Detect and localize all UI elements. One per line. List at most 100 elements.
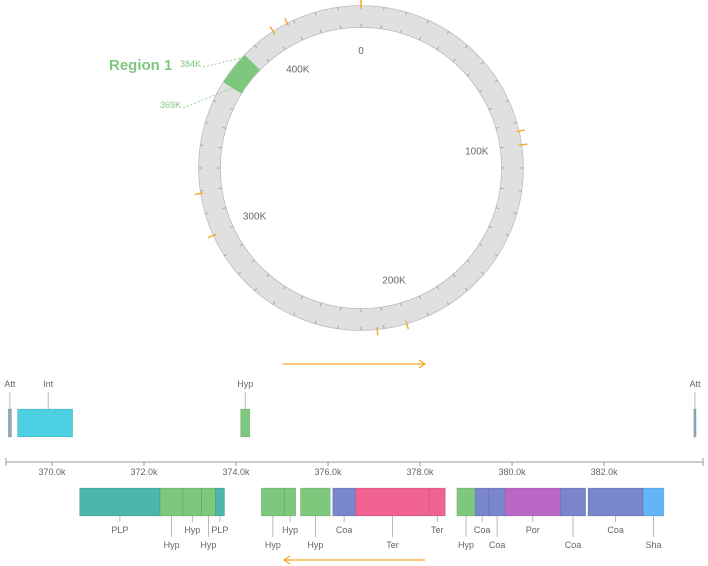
forward-strand-arrow bbox=[283, 359, 427, 369]
ring-minor-tick bbox=[464, 44, 468, 49]
ring-minor-tick bbox=[480, 271, 485, 275]
ring-inner-tick bbox=[452, 58, 456, 63]
bottom-gene-block[interactable] bbox=[355, 487, 430, 517]
ring-minor-tick bbox=[204, 212, 209, 215]
ring-minor-tick bbox=[213, 100, 217, 103]
top-gene-block[interactable] bbox=[240, 408, 251, 438]
reverse-gene-track: PLPHypHypHypPLPHypHypHypCoaTerTerHypCoaC… bbox=[79, 487, 665, 550]
bottom-gene-block[interactable] bbox=[284, 487, 297, 517]
bottom-gene-block[interactable] bbox=[300, 487, 331, 517]
ring-minor-tick bbox=[505, 233, 509, 236]
top-gene-block[interactable] bbox=[693, 408, 697, 438]
ring-orange-tick bbox=[207, 233, 216, 239]
ring-minor-tick bbox=[480, 61, 485, 65]
axis-tick-label: 382.0k bbox=[591, 467, 619, 477]
ring-orange-tick bbox=[405, 321, 410, 330]
ring-minor-tick bbox=[494, 253, 498, 257]
bottom-gene-label: Coa bbox=[565, 540, 582, 550]
ring-minor-tick bbox=[505, 100, 509, 103]
ring-inner-tick bbox=[419, 295, 422, 300]
ring-inner-tick bbox=[266, 58, 270, 63]
ring-minor-tick bbox=[446, 301, 450, 305]
ring-minor-tick bbox=[272, 301, 276, 305]
top-gene-label: Att bbox=[4, 379, 16, 389]
ring-orange-tick bbox=[519, 143, 528, 146]
ring-inner-tick bbox=[229, 226, 234, 229]
ring-orange-tick bbox=[284, 17, 289, 26]
axis-tick-label: 374.0k bbox=[223, 467, 251, 477]
bottom-gene-block[interactable] bbox=[642, 487, 665, 517]
bottom-gene-block[interactable] bbox=[215, 487, 225, 517]
ring-minor-tick bbox=[254, 44, 258, 49]
region-overlay: Region 1 384K 369K bbox=[109, 56, 245, 110]
bottom-gene-block[interactable] bbox=[587, 487, 644, 517]
bottom-gene-label: Coa bbox=[489, 540, 506, 550]
ring-minor-tick bbox=[254, 287, 258, 292]
bottom-gene-block[interactable] bbox=[201, 487, 216, 517]
ring-minor-tick bbox=[464, 287, 468, 292]
bottom-gene-block[interactable] bbox=[456, 487, 476, 517]
ring-inner-tick bbox=[495, 127, 500, 129]
bottom-gene-block[interactable] bbox=[560, 487, 586, 517]
ring-inner-tick bbox=[320, 29, 322, 34]
bottom-gene-label: Ter bbox=[431, 525, 444, 535]
ring-inner-tick bbox=[300, 295, 303, 300]
ring-minor-tick bbox=[293, 20, 296, 24]
bottom-gene-label: Hyp bbox=[307, 540, 323, 550]
bottom-gene-label: Hyp bbox=[164, 540, 180, 550]
region-arc[interactable] bbox=[223, 55, 260, 94]
bottom-gene-label: Coa bbox=[607, 525, 624, 535]
ring-minor-tick bbox=[293, 312, 296, 316]
axis-tick-label: 376.0k bbox=[315, 467, 343, 477]
ring-inner-tick bbox=[478, 243, 483, 247]
ring-orange-tick bbox=[194, 192, 204, 195]
bottom-gene-label: Coa bbox=[474, 525, 491, 535]
ring-inner-tick bbox=[466, 73, 471, 77]
bottom-gene-block[interactable] bbox=[332, 487, 356, 517]
bottom-gene-block[interactable] bbox=[504, 487, 561, 517]
bottom-gene-label: Ter bbox=[386, 540, 399, 550]
ring-inner-tick bbox=[400, 302, 402, 307]
genome-ring bbox=[199, 6, 523, 330]
ring-inner-tick bbox=[266, 273, 270, 278]
top-gene-label: Int bbox=[43, 379, 54, 389]
bottom-gene-label: PLP bbox=[111, 525, 128, 535]
top-gene-block[interactable] bbox=[17, 408, 74, 438]
bottom-gene-label: Sha bbox=[646, 540, 662, 550]
top-gene-label: Att bbox=[689, 379, 701, 389]
region-title[interactable]: Region 1 bbox=[109, 57, 172, 74]
bottom-gene-label: Por bbox=[526, 525, 540, 535]
bottom-gene-block[interactable] bbox=[182, 487, 202, 517]
ring-minor-tick bbox=[224, 253, 228, 257]
ring-minor-tick bbox=[204, 121, 209, 124]
ring-inner-tick bbox=[488, 107, 493, 110]
ring-inner-tick bbox=[282, 285, 286, 290]
ring-inner-tick bbox=[495, 207, 500, 209]
ring-orange-tick bbox=[516, 129, 525, 133]
ring-inner-tick bbox=[488, 226, 493, 229]
ring-inner-tick bbox=[222, 127, 227, 129]
region-end-leader bbox=[202, 56, 245, 68]
top-gene-block[interactable] bbox=[8, 408, 12, 438]
bottom-gene-block[interactable] bbox=[488, 487, 506, 517]
forward-arrow-head bbox=[418, 359, 427, 369]
bottom-gene-block[interactable] bbox=[79, 487, 161, 517]
bottom-gene-block[interactable] bbox=[428, 487, 446, 517]
coordinate-axis: 370.0k 372.0k 374.0k 376.0k 378.0k 380.0k 382.… bbox=[5, 458, 704, 477]
bottom-gene-block[interactable] bbox=[159, 487, 184, 517]
bottom-gene-block[interactable] bbox=[474, 487, 490, 517]
ring-inner-tick bbox=[436, 46, 440, 51]
ring-orange-tick bbox=[269, 26, 276, 34]
ring-inner-tick bbox=[222, 207, 227, 209]
bottom-gene-label: Hyp bbox=[458, 540, 474, 550]
ring-inner-tick bbox=[229, 107, 234, 110]
ring-minor-tick bbox=[405, 11, 408, 16]
ring-inner-tick bbox=[436, 285, 440, 290]
forward-gene-track: Att Int Hyp Att bbox=[4, 379, 701, 438]
bottom-gene-block[interactable] bbox=[261, 487, 285, 517]
ring-label: 0 bbox=[358, 46, 364, 57]
ring-minor-tick bbox=[237, 271, 242, 275]
ring-label: 400K bbox=[286, 65, 310, 76]
bottom-gene-label: Hyp bbox=[265, 540, 281, 550]
